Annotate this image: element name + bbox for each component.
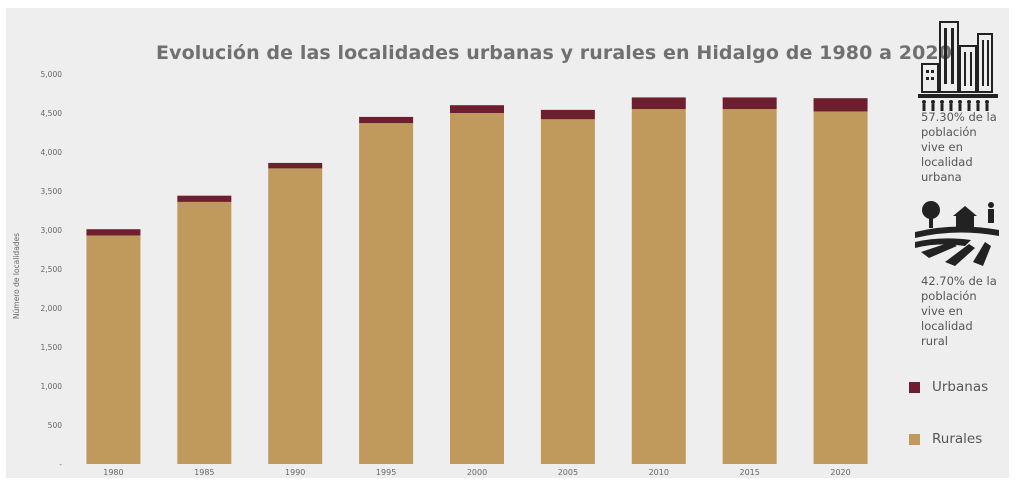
y-tick-label: 500 [48,421,63,430]
bar-urbanas [722,97,777,110]
x-tick-label: 1995 [376,468,396,477]
bar-urbanas [359,116,414,124]
bar-urbanas [268,162,323,169]
bar-rurales [813,111,868,464]
x-tick-label: 2015 [739,468,759,477]
urban-stat-line: 57.30% de la [921,110,997,124]
legend-label-urbanas: Urbanas [932,379,989,395]
rural-stat-line: localidad [921,319,973,333]
x-tick-label: 1990 [285,468,305,477]
x-tick-label: 2010 [649,468,669,477]
bar-rurales [86,235,141,464]
urban-stat-text: 57.30% de la población vive en localidad… [921,110,997,185]
x-tick-label: 2000 [467,468,487,477]
y-tick-label: - [59,460,62,469]
bar-urbanas [540,109,595,120]
bar-urbanas [86,229,141,236]
rural-stat-line: 42.70% de la [921,274,997,288]
bar-rurales [722,109,777,464]
rural-stat-line: rural [921,334,948,348]
legend-label-rurales: Rurales [932,431,983,447]
x-tick-label: 1980 [103,468,123,477]
bar-urbanas [813,98,868,112]
rural-stat-line: vive en [921,304,963,318]
city-buildings-icon [918,21,998,111]
y-tick-label: 2,500 [41,265,63,274]
y-tick-label: 1,000 [41,382,63,391]
y-tick-label: 3,500 [41,187,63,196]
urban-stat-line: vive en [921,140,963,154]
y-tick-label: 1,500 [41,343,63,352]
y-tick-label: 2,000 [41,304,63,313]
y-axis-label: Número de localidades [12,233,21,319]
legend-swatch-urbanas [909,381,920,393]
urban-stat-line: urbana [921,170,962,184]
bar-rurales [450,113,504,464]
y-tick-label: 4,000 [41,148,63,157]
rural-stat-line: población [921,289,977,303]
stacked-bar-chart: - 500 1,000 1,500 2,000 2,500 3,000 3,500 4,000 4… [12,70,868,477]
rural-landscape-icon [915,201,999,266]
x-tick-label: 2005 [558,468,578,477]
legend-item-rurales: Rurales [909,431,982,447]
bar-rurales [359,123,414,464]
urban-stat-line: población [921,125,977,139]
x-tick-label: 2020 [830,468,850,477]
bar-rurales [177,201,232,465]
bar-urbanas [450,105,504,113]
chart-panel: - 500 1,000 1,500 2,000 2,500 3,000 3,500 4,000 4… [6,8,1009,478]
y-tick-label: 5,000 [41,70,63,79]
bar-rurales [540,119,595,465]
bar-urbanas [177,195,232,202]
chart-title: Evolución de las localidades urbanas y r… [156,42,953,64]
bar-rurales [631,109,686,464]
rural-stat-text: 42.70% de la población vive en localidad… [921,274,997,349]
legend-swatch-rurales [909,433,920,445]
bar-urbanas [631,97,686,110]
y-tick-label: 4,500 [41,109,63,118]
x-tick-label: 1985 [194,468,214,477]
y-tick-label: 3,000 [41,226,63,235]
legend-item-urbanas: Urbanas [909,379,988,395]
urban-stat-line: localidad [921,155,973,169]
bar-rurales [268,168,323,464]
